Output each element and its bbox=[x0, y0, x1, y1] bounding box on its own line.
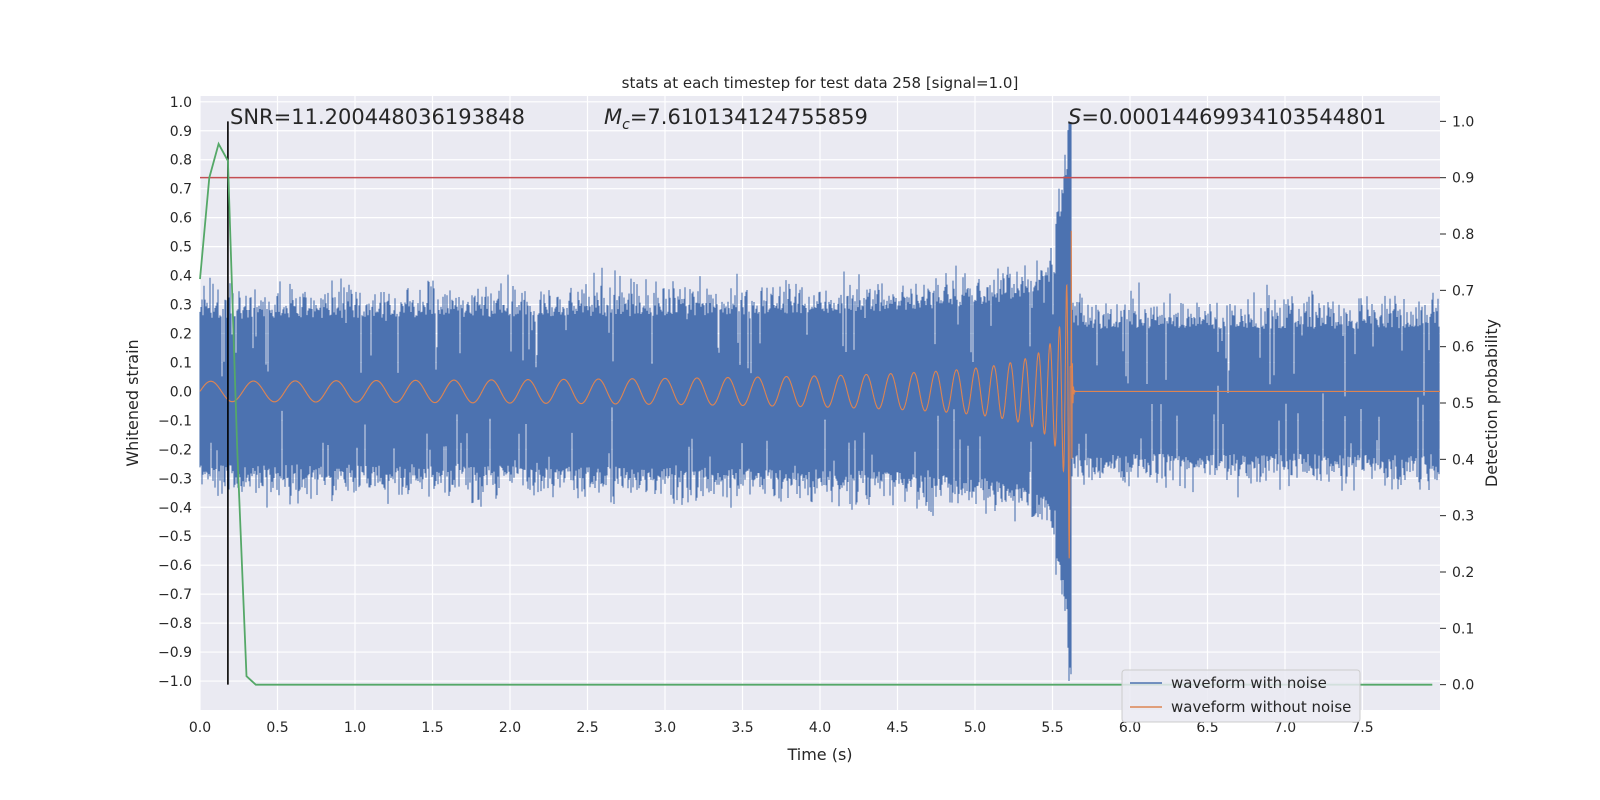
x-tick-label: 6.5 bbox=[1196, 720, 1218, 736]
y-left-tick-label: −0.6 bbox=[158, 558, 192, 574]
y-left-tick-label: 0.9 bbox=[170, 124, 192, 140]
y-left-tick-label: 0.0 bbox=[170, 384, 192, 400]
y-left-tick-label: 0.6 bbox=[170, 211, 192, 227]
series-detection-probability bbox=[199, 141, 1433, 686]
mc-subscript: c bbox=[622, 117, 630, 133]
x-tick-label: 4.5 bbox=[886, 720, 908, 736]
y-left-tick-label: 1.0 bbox=[170, 95, 192, 111]
y-right-tick-label: 0.0 bbox=[1452, 678, 1474, 694]
y-right-tick-label: 0.6 bbox=[1452, 340, 1474, 356]
series-layer bbox=[199, 121, 1440, 686]
x-tick-label: 1.5 bbox=[421, 720, 443, 736]
chart-title: stats at each timestep for test data 258… bbox=[622, 74, 1019, 92]
legend-label-noise: waveform with noise bbox=[1171, 674, 1327, 692]
y-axis-label-left: Whitened strain bbox=[123, 339, 142, 466]
series-waveform-without-noise bbox=[199, 230, 1440, 559]
s-symbol: S bbox=[1068, 105, 1081, 129]
y-right-tick-label: 0.4 bbox=[1452, 452, 1474, 468]
y-left-tick-label: −0.7 bbox=[158, 587, 192, 603]
y-right-tick-label: 0.7 bbox=[1452, 283, 1474, 299]
x-tick-label: 1.0 bbox=[344, 720, 366, 736]
y-left-tick-label: −1.0 bbox=[158, 674, 192, 690]
y-left-tick-label: −0.5 bbox=[158, 529, 192, 545]
x-tick-label: 4.0 bbox=[809, 720, 831, 736]
legend-box bbox=[1121, 669, 1361, 723]
y-left-tick-label: 0.8 bbox=[170, 153, 192, 169]
x-tick-label: 0.5 bbox=[266, 720, 288, 736]
x-tick-label: 5.5 bbox=[1041, 720, 1063, 736]
y-left-tick-label: 0.7 bbox=[170, 182, 192, 198]
x-tick-label: 0.0 bbox=[189, 720, 211, 736]
y-left-tick-label: −0.1 bbox=[158, 413, 192, 429]
y-right-tick-label: 0.3 bbox=[1452, 509, 1474, 525]
x-tick-label: 6.0 bbox=[1119, 720, 1141, 736]
y-right-tick-label: 0.5 bbox=[1452, 396, 1474, 412]
s-annotation: S=0.00014469934103544801 bbox=[1068, 105, 1386, 129]
y-axis-label-right: Detection probability bbox=[1482, 319, 1501, 487]
y-left-tick-label: −0.8 bbox=[158, 616, 192, 632]
x-tick-label: 2.0 bbox=[499, 720, 521, 736]
y-left-tick-label: −0.9 bbox=[158, 645, 192, 661]
y-left-tick-label: 0.3 bbox=[170, 298, 192, 314]
y-left-tick-label: 0.5 bbox=[170, 240, 192, 256]
y-left-tick-label: −0.3 bbox=[158, 471, 192, 487]
series-waveform-with-noise bbox=[199, 122, 1440, 681]
x-axis-label: Time (s) bbox=[786, 745, 852, 764]
y-right-tick-label: 0.2 bbox=[1452, 565, 1474, 581]
legend-label-clean: waveform without noise bbox=[1171, 698, 1351, 716]
x-tick-label: 2.5 bbox=[576, 720, 598, 736]
y-right-tick-label: 0.8 bbox=[1452, 227, 1474, 243]
y-left-tick-label: 0.1 bbox=[170, 355, 192, 371]
x-tick-label: 3.5 bbox=[731, 720, 753, 736]
legend: waveform with noise waveform without noi… bbox=[1121, 669, 1361, 723]
s-value: =0.00014469934103544801 bbox=[1081, 105, 1386, 129]
y-right-tick-label: 0.9 bbox=[1452, 171, 1474, 187]
mc-annotation: Mc=7.610134124755859 bbox=[604, 105, 868, 133]
y-left-tick-label: 0.2 bbox=[170, 326, 192, 342]
y-right-tick-label: 1.0 bbox=[1452, 114, 1474, 130]
snr-annotation: SNR=11.200448036193848 bbox=[230, 105, 525, 129]
mc-symbol: M bbox=[604, 105, 622, 129]
x-tick-label: 7.0 bbox=[1274, 720, 1296, 736]
x-tick-label: 3.0 bbox=[654, 720, 676, 736]
x-tick-label: 7.5 bbox=[1351, 720, 1373, 736]
axes-layer: 0.0 0.5 1.0 1.5 2.0 2.5 3.0 3.5 4.0 4.5 5.0 5.5 6.0 6… bbox=[158, 95, 1474, 736]
x-tick-label: 5.0 bbox=[964, 720, 986, 736]
y-left-tick-label: −0.4 bbox=[158, 500, 192, 516]
y-left-tick-label: −0.2 bbox=[158, 442, 192, 458]
y-right-tick-label: 0.1 bbox=[1452, 621, 1474, 637]
y-left-tick-label: 0.4 bbox=[170, 269, 192, 285]
mc-value: =7.610134124755859 bbox=[630, 105, 868, 129]
